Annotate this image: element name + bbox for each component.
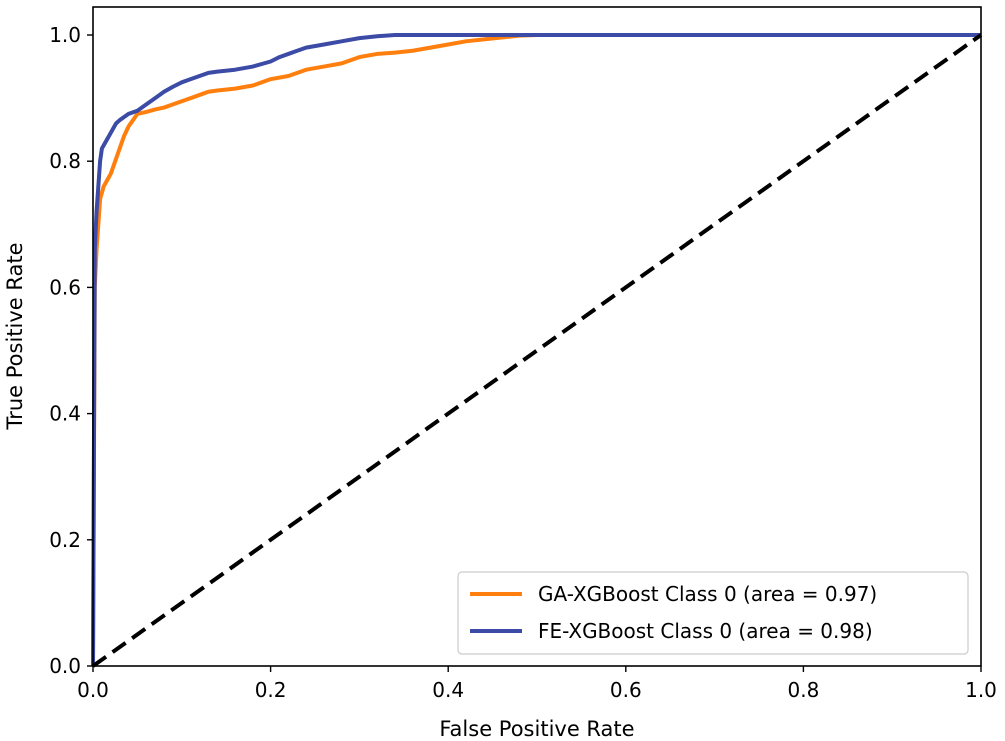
y-tick-label: 0.2 xyxy=(49,528,81,552)
x-tick-label: 1.0 xyxy=(965,678,997,702)
tick-layer: 0.0 0.2 0.4 0.6 0.8 1.0 0.0 0.2 0.4 0.6 0.8 1.0 xyxy=(49,23,997,702)
legend-label-ga-xgboost: GA-XGBoost Class 0 (area = 0.97) xyxy=(538,582,877,606)
chance-diagonal-line xyxy=(91,33,983,668)
y-tick-label: 1.0 xyxy=(49,23,81,47)
legend-box xyxy=(457,571,969,655)
series-layer xyxy=(91,33,983,668)
x-tick-label: 0.0 xyxy=(77,678,109,702)
ga-xgboost-roc-line xyxy=(91,33,981,667)
x-tick-label: 0.2 xyxy=(255,678,287,702)
y-tick-label: 0.0 xyxy=(49,654,81,678)
x-tick-label: 0.6 xyxy=(610,678,642,702)
fe-xgboost-roc-line xyxy=(91,33,981,667)
x-tick-label: 0.4 xyxy=(432,678,464,702)
x-tick-label: 0.8 xyxy=(787,678,819,702)
plot-frame xyxy=(92,6,982,667)
y-tick-label: 0.4 xyxy=(49,402,81,426)
x-axis-label: False Positive Rate xyxy=(439,717,634,741)
legend: GA-XGBoost Class 0 (area = 0.97) FE-XGBo… xyxy=(457,571,969,655)
y-axis-label: True Positive Rate xyxy=(3,242,27,430)
legend-label-fe-xgboost: FE-XGBoost Class 0 (area = 0.98) xyxy=(538,619,873,643)
y-tick-label: 0.8 xyxy=(49,149,81,173)
y-tick-label: 0.6 xyxy=(49,275,81,299)
